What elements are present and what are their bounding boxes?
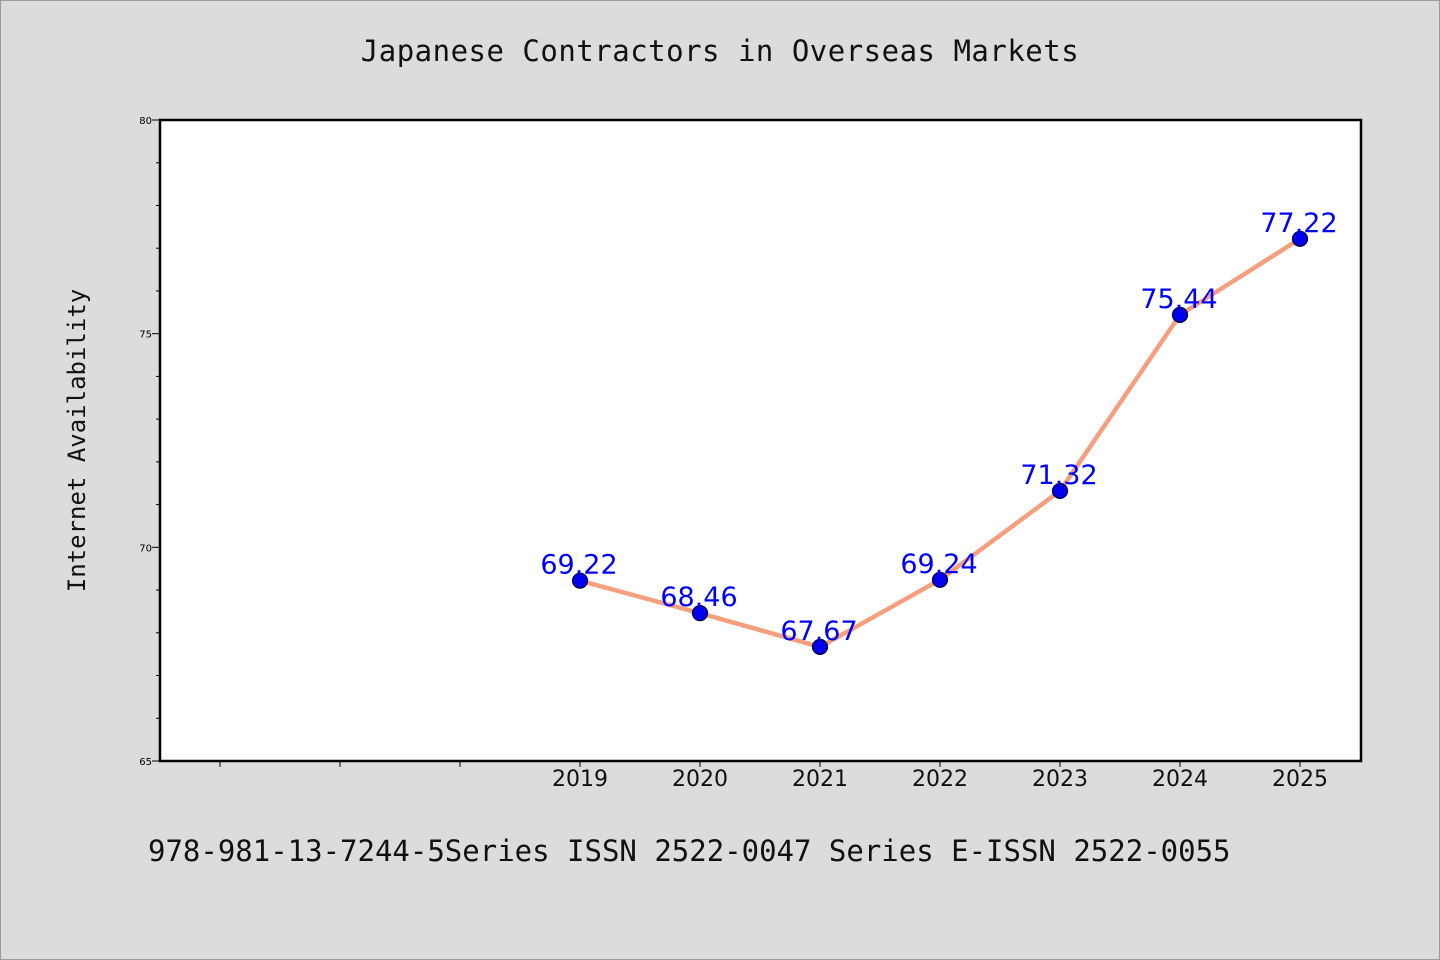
data-point-marker (1051, 482, 1069, 500)
y-axis-label: Internet Availability (63, 289, 91, 592)
data-point-marker (691, 605, 709, 622)
data-point-marker (931, 571, 949, 588)
y-axis: 65 70 75 80 (139, 116, 160, 768)
x-tick-label: 2024 (1152, 767, 1208, 792)
x-tick-label: 2025 (1272, 767, 1328, 792)
y-tick-label: 70 (139, 543, 152, 554)
data-point-marker (1171, 306, 1189, 323)
data-value-label: 69.24 (900, 549, 977, 580)
x-tick-label: 2023 (1032, 767, 1088, 792)
x-tick-label: 2020 (672, 767, 728, 792)
x-tick-label: 2019 (552, 767, 608, 792)
y-tick-label: 80 (139, 116, 152, 127)
data-value-label: 77.22 (1260, 208, 1337, 239)
series-group: 69.22 68.46 67.67 69.24 71.32 75.44 77.22 (540, 208, 1338, 656)
data-value-label: 69.22 (540, 550, 617, 581)
data-value-label: 68.46 (660, 582, 737, 613)
y-tick-label: 65 (139, 757, 152, 768)
data-point-marker (1291, 230, 1309, 247)
x-tick-label: 2021 (792, 767, 848, 792)
data-value-label: 71.32 (1020, 460, 1097, 491)
data-point-marker (811, 638, 829, 656)
plot-area (158, 118, 1363, 763)
x-tick-label: 2022 (912, 767, 968, 792)
data-point-marker (571, 572, 589, 589)
footer-isbn-issn-note: 978-981-13-7244-5Series ISSN 2522-0047 S… (148, 834, 1231, 868)
y-tick-label: 75 (139, 330, 152, 341)
x-axis: 2019 2020 2021 2022 2023 2024 2025 (219, 761, 1328, 792)
data-value-label: 67.67 (780, 616, 857, 647)
data-value-label: 75.44 (1140, 284, 1217, 315)
chart-title: Japanese Contractors in Overseas Markets (360, 34, 1080, 68)
